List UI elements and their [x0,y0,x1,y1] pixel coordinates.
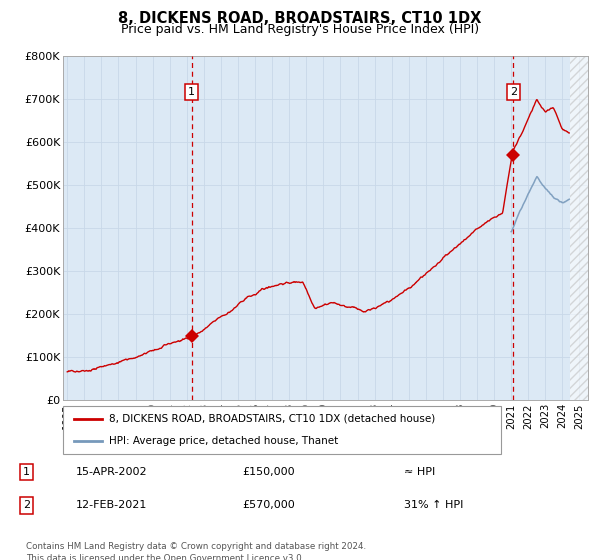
Text: 1: 1 [188,87,195,97]
Text: 8, DICKENS ROAD, BROADSTAIRS, CT10 1DX (detached house): 8, DICKENS ROAD, BROADSTAIRS, CT10 1DX (… [109,414,435,424]
Text: Contains HM Land Registry data © Crown copyright and database right 2024.
This d: Contains HM Land Registry data © Crown c… [26,542,367,560]
Text: 2: 2 [509,87,517,97]
Bar [569,56,588,400]
Text: 12-FEB-2021: 12-FEB-2021 [76,501,147,510]
FancyBboxPatch shape [63,406,501,454]
Text: 8, DICKENS ROAD, BROADSTAIRS, CT10 1DX: 8, DICKENS ROAD, BROADSTAIRS, CT10 1DX [118,11,482,26]
Text: HPI: Average price, detached house, Thanet: HPI: Average price, detached house, Than… [109,436,338,446]
Text: Price paid vs. HM Land Registry's House Price Index (HPI): Price paid vs. HM Land Registry's House … [121,23,479,36]
Text: 15-APR-2002: 15-APR-2002 [76,467,147,477]
Text: 31% ↑ HPI: 31% ↑ HPI [404,501,463,510]
Text: £150,000: £150,000 [242,467,295,477]
Text: 2: 2 [23,501,30,510]
Text: £570,000: £570,000 [242,501,295,510]
Text: 1: 1 [23,467,30,477]
Text: ≈ HPI: ≈ HPI [404,467,435,477]
